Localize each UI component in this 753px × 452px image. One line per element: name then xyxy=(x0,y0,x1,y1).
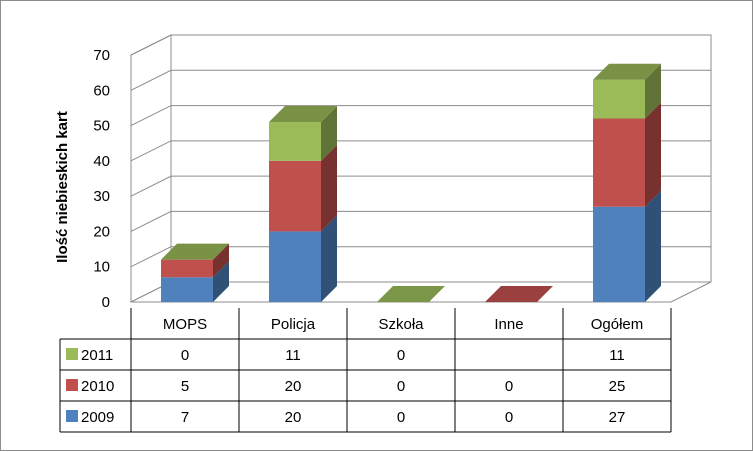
table-cell-value: 0 xyxy=(397,378,405,395)
bar-segment-side xyxy=(645,63,661,119)
table-cell-value: 5 xyxy=(181,378,189,395)
table-cell-value: 11 xyxy=(285,347,301,364)
table-cell-value: 0 xyxy=(397,409,405,426)
gridline xyxy=(130,175,711,197)
table-cell-value: 0 xyxy=(181,347,189,364)
bar-segment-front xyxy=(593,206,645,302)
table-cell-value: 7 xyxy=(181,409,189,426)
table-cell-value: 27 xyxy=(609,409,626,426)
bar-top-face xyxy=(377,286,445,302)
legend-label: 2011 xyxy=(81,347,113,364)
y-tick-label: 40 xyxy=(93,153,110,170)
bar-segment-side xyxy=(321,144,337,232)
table-cell-value: 25 xyxy=(609,378,626,395)
category-label: Szkoła xyxy=(378,316,424,333)
y-tick-label: 60 xyxy=(93,82,110,99)
legend-swatch xyxy=(66,348,78,360)
bar-segment-side xyxy=(213,243,229,278)
bar-top-face xyxy=(485,286,553,302)
category-label: Policja xyxy=(271,316,316,333)
bar-segment-front xyxy=(161,277,213,302)
legend-label: 2010 xyxy=(81,378,114,395)
bars xyxy=(161,63,661,302)
bar-segment-side xyxy=(645,102,661,207)
gridlines xyxy=(130,34,711,268)
category-label: Inne xyxy=(494,316,523,333)
bar-segment-side xyxy=(321,215,337,302)
gridline xyxy=(130,140,711,162)
table-cell-value: 11 xyxy=(609,347,625,364)
y-tick-label: 50 xyxy=(93,118,110,135)
table-cell-value: 20 xyxy=(285,378,302,395)
bar-segment-front xyxy=(593,118,645,207)
legend-swatch xyxy=(66,410,78,422)
gridline xyxy=(130,246,711,268)
y-tick-label: 30 xyxy=(93,188,110,205)
bar-segment-front xyxy=(593,79,645,119)
bar-segment-front xyxy=(161,259,213,278)
table-cell-value: 0 xyxy=(505,409,513,426)
gridline xyxy=(130,69,711,91)
bar-segment-front xyxy=(269,160,321,232)
y-axis-label: Ilość niebieskich kart xyxy=(54,111,71,263)
bar-top-face xyxy=(269,106,337,123)
table-cell-value: 0 xyxy=(397,347,405,364)
legend-swatch xyxy=(66,379,78,391)
bar-segment-side xyxy=(321,106,337,161)
y-axis-ticks: 0 10 20 30 40 50 60 70 xyxy=(93,47,110,311)
y-tick-label: 70 xyxy=(93,47,110,64)
bar-top-face xyxy=(161,243,229,260)
bar-segment-front xyxy=(269,231,321,302)
y-tick-label: 0 xyxy=(102,294,110,311)
category-label: MOPS xyxy=(163,316,207,333)
gridline xyxy=(130,210,711,232)
bar-top-face xyxy=(593,63,661,80)
y-tick-label: 20 xyxy=(93,223,110,240)
y-tick-label: 10 xyxy=(93,259,110,276)
table-cell-value: 20 xyxy=(285,409,302,426)
bar-segment-side xyxy=(213,261,229,302)
bar-segment-front xyxy=(269,122,321,161)
legend-label: 2009 xyxy=(81,409,114,426)
gridline xyxy=(130,105,711,127)
table-cell-value: 0 xyxy=(505,378,513,395)
gridline xyxy=(130,34,711,56)
category-label: Ogółem xyxy=(591,316,644,333)
bar-segment-side xyxy=(645,190,661,302)
data-table: MOPS Policja Szkoła Inne Ogółem 2011 0 11 0 11 201… xyxy=(59,308,672,433)
